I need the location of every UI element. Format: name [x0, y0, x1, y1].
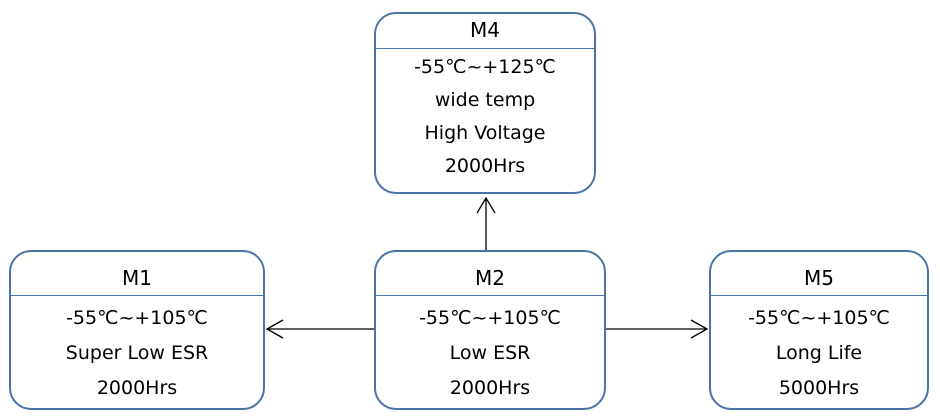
node-m4-title: M4 — [376, 14, 594, 49]
node-m4-lifetime: 2000Hrs — [444, 155, 526, 177]
node-m2-feature: Low ESR — [449, 342, 531, 364]
node-m1-temperature-range: -55℃~+105℃ — [66, 307, 208, 329]
node-m2-body: -55℃~+105℃ Low ESR 2000Hrs — [376, 296, 604, 406]
node-m2-lifetime: 2000Hrs — [449, 377, 531, 399]
arrow-m2-to-m4 — [476, 196, 496, 250]
node-m1-title: M1 — [11, 252, 263, 296]
node-m1-feature: Super Low ESR — [65, 342, 209, 364]
node-m2-temperature-range: -55℃~+105℃ — [419, 307, 561, 329]
node-m1-lifetime: 2000Hrs — [96, 377, 178, 399]
node-m4: M4 -55℃~+125℃ wide temp High Voltage 200… — [374, 12, 596, 194]
node-m5-lifetime: 5000Hrs — [778, 377, 860, 399]
node-m4-body: -55℃~+125℃ wide temp High Voltage 2000Hr… — [376, 49, 594, 183]
node-m5: M5 -55℃~+105℃ Long Life 5000Hrs — [709, 250, 929, 410]
node-m5-feature: Long Life — [775, 342, 863, 364]
node-m5-title: M5 — [711, 252, 927, 296]
node-m2-title: M2 — [376, 252, 604, 296]
node-m1-body: -55℃~+105℃ Super Low ESR 2000Hrs — [11, 296, 263, 406]
node-m4-temperature-range: -55℃~+125℃ — [414, 56, 556, 78]
node-m4-feature-2: High Voltage — [424, 122, 546, 144]
node-m5-temperature-range: -55℃~+105℃ — [748, 307, 890, 329]
node-m2: M2 -55℃~+105℃ Low ESR 2000Hrs — [374, 250, 606, 410]
arrow-m2-to-m1 — [265, 319, 374, 339]
node-m1: M1 -55℃~+105℃ Super Low ESR 2000Hrs — [9, 250, 265, 410]
arrow-m2-to-m5 — [606, 319, 709, 339]
node-m4-feature: wide temp — [434, 89, 536, 111]
node-m5-body: -55℃~+105℃ Long Life 5000Hrs — [711, 296, 927, 406]
